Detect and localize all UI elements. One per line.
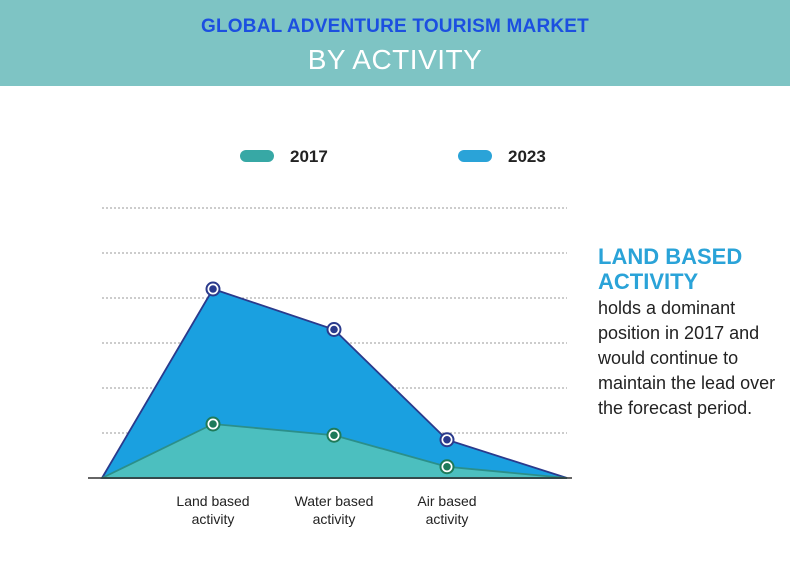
- data-point-2017: [209, 420, 217, 428]
- legend-label-2017: 2017: [290, 147, 328, 166]
- data-point-2017: [330, 431, 338, 440]
- x-tick-label-water: Water based activity: [274, 492, 394, 528]
- legend-swatch-2017: [240, 150, 274, 162]
- x-tick-label-air: Air based activity: [387, 492, 507, 528]
- x-tick-label-line: activity: [425, 511, 469, 527]
- x-tick-label-line: activity: [312, 511, 356, 527]
- x-tick-label-line: Water based: [294, 493, 374, 509]
- legend-label-2023: 2023: [508, 147, 546, 166]
- data-point-2023: [209, 285, 217, 293]
- chart-title: GLOBAL ADVENTURE TOURISM MARKET: [201, 16, 589, 37]
- chart-subtitle: BY ACTIVITY: [307, 44, 483, 75]
- data-point-2023: [443, 435, 451, 444]
- header-banner: GLOBAL ADVENTURE TOURISM MARKET BY ACTIV…: [0, 0, 790, 86]
- x-tick-label-line: Land based: [176, 493, 250, 509]
- x-tick-label-line: Air based: [417, 493, 477, 509]
- data-point-2017: [443, 462, 451, 471]
- x-tick-label-line: activity: [191, 511, 235, 527]
- side-note-text: holds a dominant position in 2017 and wo…: [598, 298, 776, 418]
- legend-swatch-2023: [458, 150, 492, 162]
- side-note-title: LAND BASED ACTIVITY: [598, 244, 743, 294]
- data-point-2023: [330, 325, 338, 334]
- x-tick-label-land: Land based activity: [153, 492, 273, 528]
